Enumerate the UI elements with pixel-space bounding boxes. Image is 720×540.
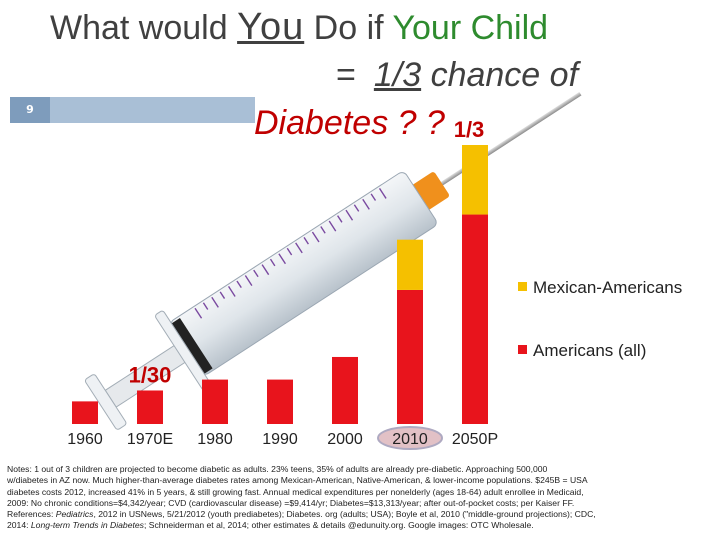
title-equals: = <box>336 56 356 94</box>
legend-mexican-americans: Mexican-Americans <box>518 278 682 298</box>
highlight-ellipse-2010 <box>377 426 443 450</box>
notes-other: ; Schneiderman et al, 2014; other estima… <box>143 520 534 531</box>
legend-americans-all: Americans (all) <box>518 341 646 361</box>
bar-americans-all-1970e <box>137 390 163 424</box>
title-line-3: Diabetes ? ? <box>254 104 445 142</box>
bar-americans-all-2010 <box>397 289 423 424</box>
syringe-scale <box>194 187 387 319</box>
annotation-1-30-1970e: 1/30 <box>129 362 172 387</box>
title-line-1: What would You Do if Your Child <box>50 6 548 49</box>
notes-line-4: 2009: No chronic conditions=$4,342/year;… <box>7 497 575 508</box>
x-tick-label-1960: 1960 <box>67 431 103 448</box>
notes-line-1: Notes: 1 out of 3 children are projected… <box>7 464 548 474</box>
title-child: Your Child <box>392 9 549 47</box>
notes-pediatrics: Pediatrics <box>55 509 94 520</box>
notes-line-2: w/diabetes in AZ now. Much higher-than-a… <box>7 475 588 486</box>
bar-americans-all-2000 <box>332 356 358 424</box>
notes-block: Notes: 1 out of 3 children are projected… <box>7 464 715 532</box>
annotation-1-3-2050p: 1/3 <box>454 117 485 142</box>
title-you: You <box>237 6 305 48</box>
syringe-thumb-rest <box>84 374 127 430</box>
x-tick-label-2000: 2000 <box>327 431 363 448</box>
bar-americans-all-2050p <box>462 214 488 424</box>
bar-mexican-americans-2010 <box>397 239 423 290</box>
syringe-rubber <box>168 318 213 376</box>
bar-mexican-americans-2050p <box>462 145 488 215</box>
title-chance: chance of <box>430 56 579 94</box>
notes-references-label: References: <box>7 509 54 520</box>
x-tick-label-1990: 1990 <box>262 431 298 448</box>
title-fraction: 1/3 <box>373 56 422 94</box>
x-tick-label-1980: 1980 <box>197 431 233 448</box>
title-line-2: = 1/3 chance of <box>336 56 578 95</box>
legend-label-americans-all: Americans (all) <box>533 341 647 360</box>
diabetes-bar-chart: 1960 1970E 1980 1990 2000 2010 2050P 1/30 1/3 <box>67 92 582 450</box>
legend-swatch-mexican-americans <box>518 282 527 292</box>
bar-americans-all-1960 <box>72 401 98 424</box>
notes-line-5: References: Pediatrics, 2012 in USNews, … <box>7 509 715 520</box>
x-tick-label-2050p: 2050P <box>452 431 498 448</box>
slide-number: 9 <box>10 97 50 123</box>
syringe-illustration <box>84 92 582 430</box>
notes-cdc-title: Long-term Trends in Diabetes <box>30 520 144 531</box>
x-tick-label-1970e: 1970E <box>127 431 173 448</box>
legend-label-mexican-americans: Mexican-Americans <box>533 278 683 297</box>
x-tick-label-2010: 2010 <box>392 431 428 448</box>
notes-references-rest: , 2012 in USNews, 5/21/2012 (youth predi… <box>93 509 596 520</box>
bar-americans-all-1980 <box>202 379 228 424</box>
title-part1: What would <box>50 9 228 47</box>
bar-americans-all-1990 <box>267 379 293 424</box>
legend-swatch-americans-all <box>518 345 527 355</box>
notes-year: 2014: <box>7 520 29 531</box>
slide-header-bar <box>10 97 255 123</box>
title-part2: Do if <box>313 9 384 47</box>
notes-line-6: 2014: Long-term Trends in Diabetes; Schn… <box>7 520 715 531</box>
notes-line-3: diabetes costs 2012, increased 41% in 5 … <box>7 486 584 497</box>
